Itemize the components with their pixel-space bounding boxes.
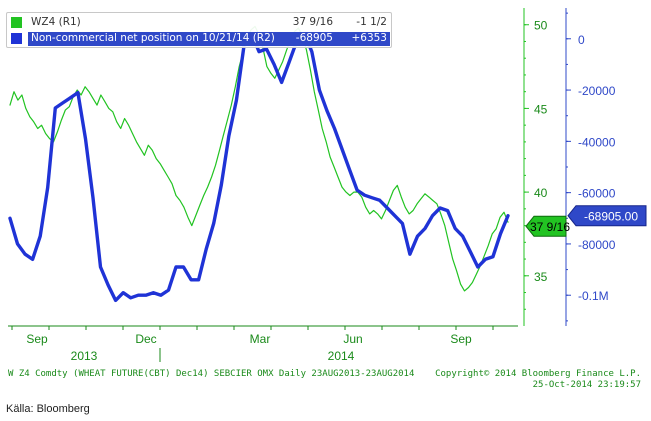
chart-footer-copyright: Copyright© 2014 Bloomberg Finance L.P. 2… [435, 369, 641, 391]
source-note: Källa: Bloomberg [6, 403, 90, 415]
legend-value-position: -68905 [295, 32, 333, 44]
blue-axis-tick-label: -40000 [578, 135, 616, 149]
legend-row-wheat: WZ4 (R1) 37 9/16 -1 1/2 [11, 15, 387, 30]
legend-label-wheat: WZ4 (R1) [31, 16, 81, 28]
timestamp-text: 25-Oct-2014 23:19:57 [532, 380, 641, 390]
series-line-wheat [9, 25, 509, 292]
green-axis-tick-label: 50 [534, 19, 548, 33]
series-line-position [8, 31, 510, 303]
blue-axis-tick-label: -80000 [578, 238, 616, 252]
chart-footer-ticker: W Z4 Comdty (WHEAT FUTURE(CBT) Dec14) SE… [8, 369, 415, 379]
green-axis-tick-label: 45 [534, 102, 548, 116]
year-label: 2014 [328, 349, 355, 363]
legend-label-position: Non-commercial net position on 10/21/14 … [31, 32, 275, 44]
blue-axis-tick-label: -20000 [578, 84, 616, 98]
x-tick-label: Mar [250, 332, 271, 346]
legend-change-wheat: -1 1/2 [356, 16, 387, 28]
legend-swatch-wheat [11, 17, 22, 28]
blue-current-value-label: -68905.00 [584, 210, 638, 224]
x-tick-label: Jun [343, 332, 362, 346]
plot-area: 50 45 40 35 0 -20000 -40000 -60000 -80000 -0.1M Se… [8, 8, 647, 363]
blue-axis-tick-label: 0 [578, 33, 585, 47]
year-label: 2013 [71, 349, 98, 363]
green-axis-tick-label: 35 [534, 270, 548, 284]
green-current-value-label: 37 9/16 [530, 220, 570, 234]
green-axis-tick-label: 40 [534, 186, 548, 200]
x-tick-label: Sep [450, 332, 472, 346]
legend-highlight [28, 32, 390, 46]
legend-swatch-position [11, 33, 22, 44]
legend-change-position: +6353 [351, 32, 387, 44]
blue-axis-tick-label: -60000 [578, 187, 616, 201]
blue-axis-tick-label: -0.1M [578, 289, 609, 303]
x-tick-label: Sep [26, 332, 48, 346]
blue-current-value-marker [567, 205, 647, 227]
copyright-text: Copyright© 2014 Bloomberg Finance L.P. [435, 369, 641, 379]
green-current-value-marker [525, 215, 567, 237]
legend-row-position: Non-commercial net position on 10/21/14 … [11, 31, 390, 46]
legend: WZ4 (R1) 37 9/16 -1 1/2 Non-commercial n… [6, 12, 392, 48]
legend-value-wheat: 37 9/16 [292, 16, 333, 28]
x-tick-label: Dec [135, 332, 156, 346]
